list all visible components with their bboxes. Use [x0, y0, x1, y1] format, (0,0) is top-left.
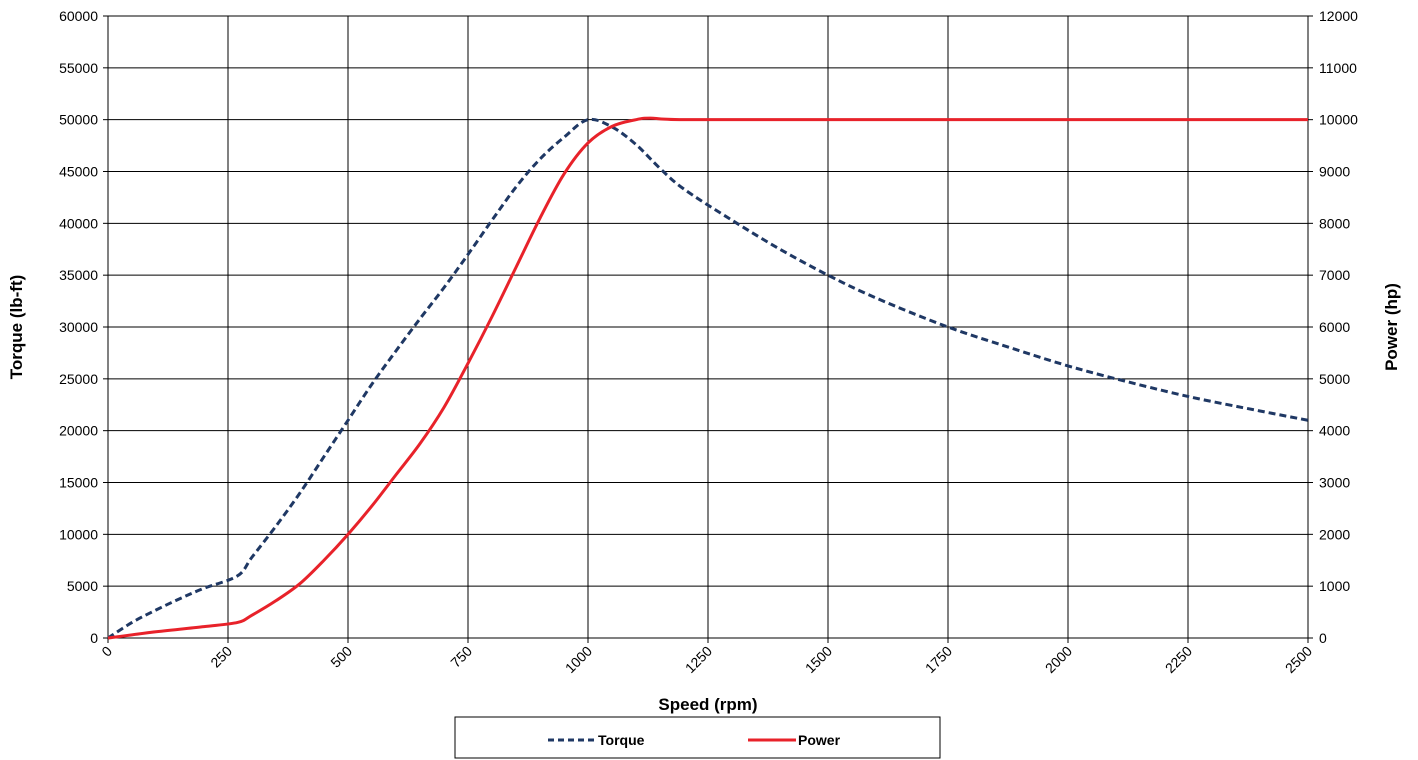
y-tick-label: 0 — [90, 630, 98, 646]
y-tick-label: 5000 — [67, 578, 98, 594]
legend-label-torque: Torque — [598, 732, 645, 748]
y2-tick-label: 5000 — [1319, 371, 1350, 387]
y2-tick-label: 0 — [1319, 630, 1327, 646]
y2-tick-label: 4000 — [1319, 423, 1350, 439]
y2-tick-label: 6000 — [1319, 319, 1350, 335]
y-tick-label: 15000 — [59, 475, 98, 491]
y-tick-label: 40000 — [59, 215, 98, 231]
series-line-torque — [107, 117, 1309, 640]
y2-tick-label: 2000 — [1319, 526, 1350, 542]
y2-tick-label: 11000 — [1319, 60, 1357, 76]
y2-tick-label: 7000 — [1319, 267, 1350, 283]
y-axis-title: Torque (lb-ft) — [7, 275, 26, 379]
series-layer — [107, 116, 1309, 640]
y-tick-label: 50000 — [59, 112, 98, 128]
x-axis-title: Speed (rpm) — [658, 695, 757, 714]
y2-tick-label: 9000 — [1319, 164, 1350, 180]
y-tick-label: 45000 — [59, 164, 98, 180]
y-tick-label: 55000 — [59, 60, 98, 76]
legend: Torque Power — [454, 716, 941, 759]
y-tick-label: 35000 — [59, 267, 98, 283]
y-axis-ticks: 0 5000 10000 15000 20000 25000 30000 35000 40000… — [59, 8, 108, 646]
legend-label-power: Power — [798, 732, 841, 748]
y2-tick-label: 10000 — [1319, 112, 1358, 128]
y2-axis-ticks: 0 1000 2000 3000 4000 5000 6000 7000 8000 9000 100… — [1308, 8, 1358, 646]
y-tick-label: 20000 — [59, 423, 98, 439]
y-tick-label: 30000 — [59, 319, 98, 335]
y2-tick-label: 12000 — [1319, 8, 1358, 24]
y-tick-label: 10000 — [59, 526, 98, 542]
y-tick-label: 60000 — [59, 8, 98, 24]
legend-box — [454, 716, 941, 759]
y2-tick-label: 3000 — [1319, 475, 1350, 491]
y2-axis-title: Power (hp) — [1382, 283, 1401, 371]
y2-tick-label: 1000 — [1319, 578, 1350, 594]
y2-tick-label: 8000 — [1319, 215, 1350, 231]
series-line-power — [107, 116, 1308, 640]
y-tick-label: 25000 — [59, 371, 98, 387]
